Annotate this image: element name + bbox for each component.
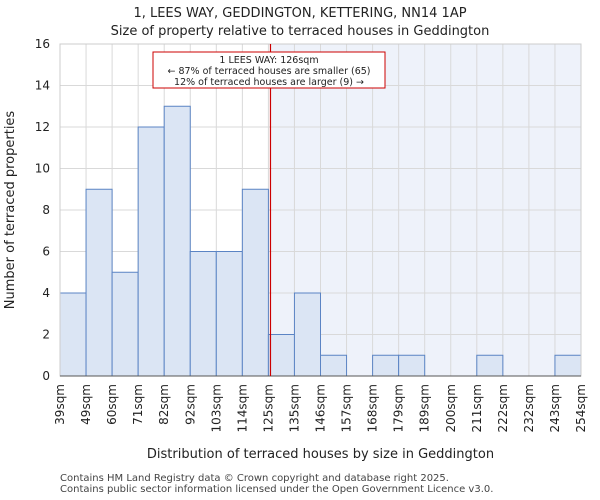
histogram-bar [111, 271, 139, 377]
y-tick-label: 4 [42, 286, 50, 300]
y-tick-label: 16 [35, 37, 50, 51]
histogram-bar [398, 354, 426, 377]
x-axis-title: Distribution of terraced houses by size … [147, 447, 494, 462]
x-tick-label: 103sqm [209, 384, 223, 432]
histogram-bar [554, 354, 582, 377]
histogram-bar [163, 105, 191, 377]
x-tick-label: 39sqm [53, 384, 67, 425]
y-tick-label: 12 [35, 120, 50, 134]
x-tick-label: 200sqm [444, 384, 458, 432]
x-tick-label: 49sqm [79, 384, 93, 425]
y-tick-label: 6 [42, 245, 50, 259]
x-tick-label: 211sqm [470, 384, 484, 432]
histogram-bar [215, 251, 243, 377]
histogram-bar [241, 188, 269, 377]
x-tick-label: 222sqm [496, 384, 510, 432]
y-tick-label: 2 [42, 328, 50, 342]
x-tick-label: 82sqm [157, 384, 171, 425]
x-tick-label: 168sqm [366, 384, 380, 432]
histogram-bar [476, 354, 504, 377]
footer-line-1: Contains HM Land Registry data © Crown c… [60, 473, 449, 484]
annotation-line: 12% of terraced houses are larger (9) → [174, 77, 364, 88]
x-tick-label: 135sqm [287, 384, 301, 432]
x-tick-label: 179sqm [392, 384, 406, 432]
footer-line-2: Contains public sector information licen… [60, 484, 494, 495]
histogram-bar [293, 292, 322, 377]
histogram-bar [189, 251, 217, 377]
y-tick-label: 8 [42, 203, 50, 217]
x-tick-label: 189sqm [418, 384, 432, 432]
x-tick-label: 157sqm [340, 384, 354, 432]
y-tick-label: 0 [42, 369, 50, 383]
y-tick-label: 14 [35, 79, 50, 93]
annotation-line: 1 LEES WAY: 126sqm [219, 55, 318, 66]
chart-subtitle: Size of property relative to terraced ho… [110, 24, 490, 39]
histogram-bar [267, 334, 295, 377]
y-axis-title: Number of terraced properties [3, 111, 18, 310]
x-tick-label: 243sqm [548, 384, 562, 432]
x-tick-label: 232sqm [522, 384, 536, 432]
x-tick-label: 114sqm [235, 384, 249, 432]
histogram-bar [85, 188, 113, 377]
y-tick-label: 10 [35, 162, 50, 176]
histogram-bar [320, 354, 348, 377]
histogram-bar [372, 354, 400, 377]
histogram-bar [137, 126, 165, 377]
annotation-line: ← 87% of terraced houses are smaller (65… [167, 66, 370, 77]
x-tick-label: 92sqm [183, 384, 197, 425]
x-tick-label: 146sqm [314, 384, 328, 432]
x-tick-label: 254sqm [574, 384, 588, 432]
x-tick-label: 60sqm [105, 384, 119, 425]
chart-title: 1, LEES WAY, GEDDINGTON, KETTERING, NN14… [133, 6, 467, 21]
x-tick-label: 125sqm [261, 384, 275, 432]
histogram-bar [59, 292, 87, 377]
x-tick-label: 71sqm [131, 384, 145, 425]
annotation-box [152, 51, 386, 89]
